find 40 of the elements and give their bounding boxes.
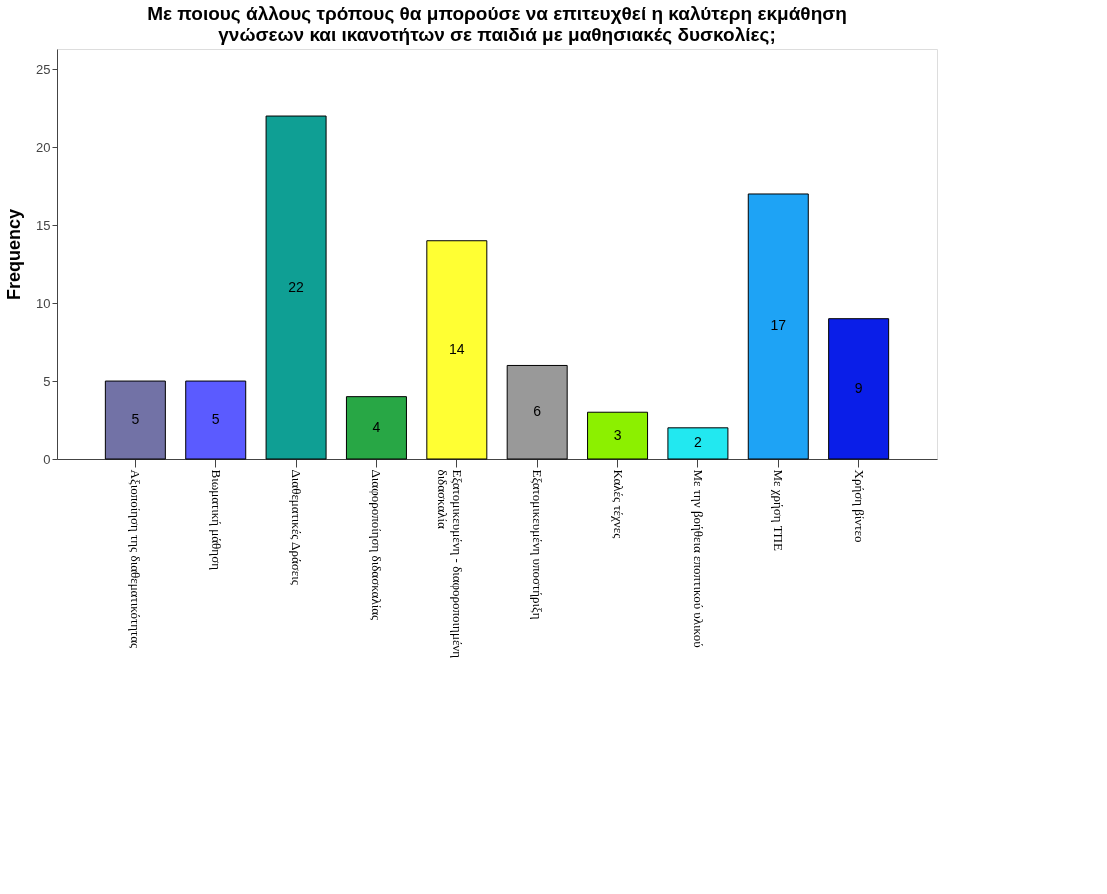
x-tick-label: Αξιοποίηση της διαθεματικότητας	[128, 469, 144, 649]
text: Με ποιους άλλους τρόπους θα μπορούσε να επιτευχθεί η καλύτερη εκμάθηση	[147, 3, 847, 24]
data-label: 9	[854, 379, 863, 396]
x-tick-label: Καλές τέχνες	[610, 469, 626, 540]
bar	[265, 115, 327, 460]
y-tick-label: 5	[43, 373, 51, 389]
bar	[345, 396, 407, 460]
y-tick-label: 10	[36, 295, 51, 311]
data-label: 14	[449, 340, 465, 357]
text: γνώσεων και ικανοτήτων σε παιδιά με μαθησιακές δυσκολίες;	[218, 24, 776, 45]
y-tick-label: 20	[36, 139, 51, 155]
x-tick-label: Με χρήση ΤΠΕ	[771, 469, 787, 551]
x-tick-label: Χρήση βίντεο	[851, 469, 867, 543]
x-tick-label: Διαθεματικές Δράσεις	[289, 469, 305, 586]
bar	[587, 411, 649, 460]
data-label: 17	[770, 317, 787, 334]
data-label: 6	[533, 403, 542, 420]
bar	[828, 318, 890, 460]
y-tick-label: 25	[36, 61, 51, 77]
data-label: 4	[372, 418, 381, 435]
category-label: διδασκαλία	[434, 469, 450, 529]
data-label: 5	[211, 411, 220, 428]
data-label: 2	[694, 434, 703, 451]
data-label: 22	[288, 278, 305, 295]
bar	[747, 193, 809, 460]
x-tick-label: Βιωματική μάθηση	[208, 469, 224, 571]
bar	[426, 240, 488, 460]
y-tick-label: 15	[36, 217, 51, 233]
bar	[667, 427, 729, 460]
data-label: 5	[131, 411, 140, 428]
category-label: Εξατομικευμένη - διαφοροποιημένη	[449, 469, 465, 659]
y-axis-title: Frequency	[4, 208, 25, 301]
bar	[185, 380, 247, 460]
data-label: 3	[613, 426, 622, 443]
bar	[506, 364, 568, 460]
x-tick-label: Με την βοήθεια εποπτικού υλικού	[690, 469, 706, 648]
x-tick-label: Εξατομικευμένη υποστήριξη	[530, 469, 546, 620]
bar	[104, 380, 166, 460]
x-tick-label: Διαφοροποίηση διδασκαλίας	[369, 469, 385, 621]
y-tick-label: 0	[43, 451, 51, 467]
